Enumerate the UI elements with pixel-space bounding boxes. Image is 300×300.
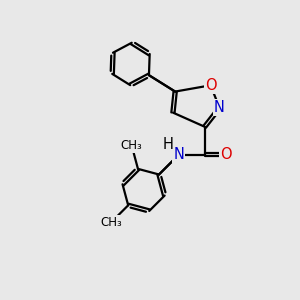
Text: N: N [214, 100, 225, 115]
Text: O: O [220, 147, 232, 162]
Text: N: N [173, 147, 184, 162]
Text: CH₃: CH₃ [100, 216, 122, 229]
Text: H: H [163, 137, 174, 152]
Text: O: O [205, 78, 216, 93]
Text: CH₃: CH₃ [121, 139, 142, 152]
